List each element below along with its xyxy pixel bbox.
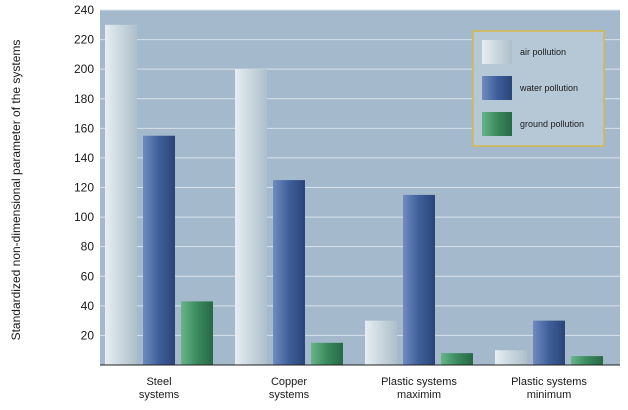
x-category-label: Plastic systems <box>511 376 587 388</box>
y-tick-label: 40 <box>81 299 95 313</box>
x-category-label: Plastic systems <box>381 376 457 388</box>
bar-air-pollution-3 <box>495 350 527 365</box>
legend-swatch <box>482 40 512 64</box>
bar-water-pollution-0 <box>143 135 175 365</box>
bar-water-pollution-3 <box>533 320 565 365</box>
x-category-label: maximim <box>397 389 441 401</box>
y-tick-label: 80 <box>81 240 95 254</box>
bars <box>105 24 603 366</box>
bar-ground-pollution-0 <box>181 301 213 365</box>
y-tick-label: 180 <box>74 92 94 106</box>
bar-ground-pollution-1 <box>311 342 343 365</box>
y-tick-label: 100 <box>74 210 94 224</box>
y-tick-label: 140 <box>74 151 94 165</box>
bar-ground-pollution-3 <box>571 356 603 365</box>
y-tick-label: 120 <box>74 181 94 195</box>
legend-swatch <box>482 112 512 136</box>
y-tick-label: 20 <box>81 328 95 342</box>
bar-air-pollution-1 <box>235 69 267 366</box>
legend-label: ground pollution <box>520 119 584 129</box>
bar-air-pollution-0 <box>105 24 137 366</box>
legend-label: air pollution <box>520 47 566 57</box>
bar-water-pollution-1 <box>273 180 305 365</box>
y-tick-label: 60 <box>81 269 95 283</box>
legend-swatch <box>482 76 512 100</box>
legend-label: water pollution <box>519 83 578 93</box>
legend: air pollution water pollution ground pollu… <box>472 30 605 147</box>
y-axis-label: Standardized non-dimensional parameter o… <box>9 40 23 341</box>
bar-water-pollution-2 <box>403 194 435 365</box>
bar-ground-pollution-2 <box>441 353 473 365</box>
bar-air-pollution-2 <box>365 320 397 365</box>
x-category-label: Steel <box>146 376 171 388</box>
x-category-label: Copper <box>271 376 307 388</box>
x-category-label: systems <box>269 389 310 401</box>
y-tick-label: 160 <box>74 121 94 135</box>
x-category-label: systems <box>139 389 180 401</box>
y-tick-label: 220 <box>74 33 94 47</box>
y-ticks: 20 40 60 80 100 120 140 160 180 200 220 240 <box>74 3 94 342</box>
y-tick-label: 240 <box>74 3 94 17</box>
x-category-label: minimum <box>527 389 572 401</box>
y-tick-label: 200 <box>74 62 94 76</box>
